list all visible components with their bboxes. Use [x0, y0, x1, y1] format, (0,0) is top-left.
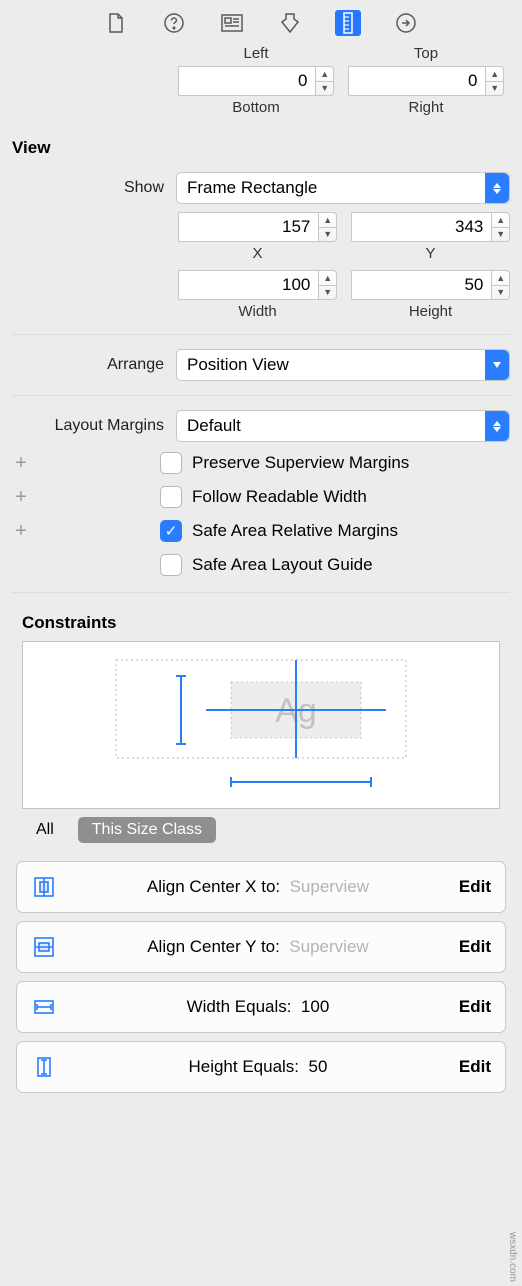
add-variation-icon[interactable]: + [12, 453, 30, 473]
width-stepper[interactable]: ▲▼ [319, 270, 337, 300]
help-inspector-icon[interactable] [161, 10, 187, 36]
y-stepper[interactable]: ▲▼ [492, 212, 510, 242]
bottom-input[interactable] [178, 66, 316, 96]
checkbox[interactable] [160, 452, 182, 474]
constraint-text: Align Center X to: Superview [71, 877, 445, 897]
x-stepper[interactable]: ▲▼ [319, 212, 337, 242]
file-inspector-icon[interactable] [103, 10, 129, 36]
right-stepper[interactable]: ▲▼ [486, 66, 504, 96]
add-variation-icon[interactable]: + [12, 487, 30, 507]
add-variation-icon[interactable]: + [12, 521, 30, 541]
connections-inspector-icon[interactable] [393, 10, 419, 36]
layout-margins-value: Default [187, 416, 241, 436]
size-inspector-icon[interactable] [335, 10, 361, 36]
margins-row-1: Left Top [0, 42, 522, 66]
show-value: Frame Rectangle [187, 178, 317, 198]
check-row: + Follow Readable Width [0, 480, 522, 514]
checkbox-label: Safe Area Relative Margins [192, 521, 398, 541]
y-label: Y [425, 245, 435, 262]
checkbox[interactable]: ✓ [160, 520, 182, 542]
attributes-inspector-icon[interactable] [277, 10, 303, 36]
constraint-text: Align Center Y to: Superview [71, 937, 445, 957]
constraints-filter: All This Size Class [0, 817, 522, 853]
margins-row-2: ▲▼ Bottom ▲▼ Right [0, 66, 522, 120]
bottom-stepper[interactable]: ▲▼ [316, 66, 334, 96]
x-input[interactable] [178, 212, 319, 242]
constraints-section-header: Constraints [0, 603, 522, 641]
right-label: Right [408, 99, 443, 116]
height-input[interactable] [351, 270, 492, 300]
inspector-tab-bar [0, 0, 522, 42]
arrange-dropdown[interactable]: Position View [176, 349, 510, 381]
edit-button[interactable]: Edit [459, 877, 491, 897]
checkbox-label: Safe Area Layout Guide [192, 555, 373, 575]
top-label: Top [414, 45, 438, 62]
width-input[interactable] [178, 270, 319, 300]
constraint-icon [31, 934, 57, 960]
check-row: Safe Area Layout Guide [0, 548, 522, 582]
show-label: Show [12, 179, 164, 197]
view-section-header: View [0, 120, 522, 168]
show-dropdown[interactable]: Frame Rectangle [176, 172, 510, 204]
constraint-text: Width Equals: 100 [71, 997, 445, 1017]
edit-button[interactable]: Edit [459, 997, 491, 1017]
filter-size-class[interactable]: This Size Class [78, 817, 216, 843]
filter-all[interactable]: All [22, 817, 68, 843]
identity-inspector-icon[interactable] [219, 10, 245, 36]
watermark: wsxdn.com [507, 1232, 518, 1282]
checkbox[interactable] [160, 486, 182, 508]
width-label: Width [238, 303, 276, 320]
y-input[interactable] [351, 212, 492, 242]
edit-button[interactable]: Edit [459, 1057, 491, 1077]
edit-button[interactable]: Edit [459, 937, 491, 957]
constraint-row[interactable]: Align Center Y to: Superview Edit [16, 921, 506, 973]
constraint-row[interactable]: Width Equals: 100 Edit [16, 981, 506, 1033]
constraint-icon [31, 994, 57, 1020]
right-input[interactable] [348, 66, 486, 96]
constraint-icon [31, 1054, 57, 1080]
bottom-label: Bottom [232, 99, 280, 116]
constraint-row[interactable]: Align Center X to: Superview Edit [16, 861, 506, 913]
arrange-label: Arrange [12, 356, 164, 374]
layout-margins-label: Layout Margins [12, 417, 164, 435]
left-label: Left [243, 45, 268, 62]
checkbox-label: Preserve Superview Margins [192, 453, 409, 473]
constraint-icon [31, 874, 57, 900]
height-stepper[interactable]: ▲▼ [492, 270, 510, 300]
x-label: X [252, 245, 262, 262]
layout-margins-dropdown[interactable]: Default [176, 410, 510, 442]
check-row: + Preserve Superview Margins [0, 446, 522, 480]
constraint-row[interactable]: Height Equals: 50 Edit [16, 1041, 506, 1093]
checkbox[interactable] [160, 554, 182, 576]
constraint-text: Height Equals: 50 [71, 1057, 445, 1077]
constraints-diagram[interactable]: Ag [22, 641, 500, 809]
check-row: + ✓ Safe Area Relative Margins [0, 514, 522, 548]
height-label: Height [409, 303, 452, 320]
checkbox-label: Follow Readable Width [192, 487, 367, 507]
arrange-value: Position View [187, 355, 289, 375]
